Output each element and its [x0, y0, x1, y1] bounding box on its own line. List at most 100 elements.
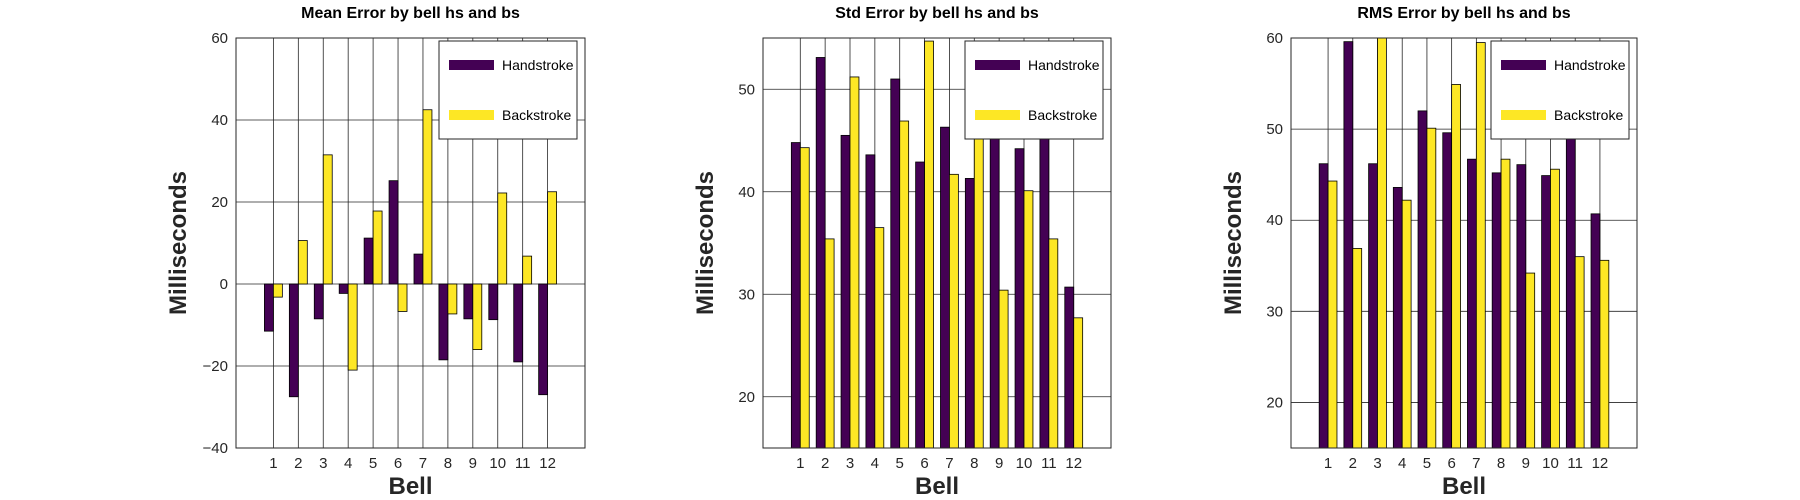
x-tick-label: 9 — [1522, 455, 1530, 472]
backstroke-bar — [1327, 180, 1338, 449]
x-axis-label: Bell — [1442, 473, 1486, 500]
y-tick-label: 30 — [738, 286, 755, 303]
backstroke-bar — [899, 120, 910, 449]
y-tick-label: 20 — [1266, 394, 1283, 411]
x-tick-label: 8 — [970, 455, 978, 472]
backstroke-bar — [322, 154, 333, 285]
backstroke-bar — [973, 127, 984, 449]
backstroke-bar — [998, 289, 1009, 449]
y-tick-label: 60 — [211, 30, 228, 47]
x-tick-label: 6 — [1447, 455, 1455, 472]
handstroke-bar — [538, 283, 549, 396]
handstroke-bar — [413, 253, 424, 285]
legend-label: Handstroke — [502, 57, 574, 73]
handstroke-bar — [1590, 213, 1601, 449]
handstroke-bar — [1491, 172, 1502, 449]
x-tick-label: 1 — [796, 455, 804, 472]
backstroke-bar — [799, 147, 810, 449]
handstroke-bar — [463, 283, 474, 320]
handstroke-bar — [940, 126, 950, 449]
y-tick-label: −40 — [203, 440, 228, 457]
y-tick-label: −20 — [203, 358, 228, 375]
legend-label: Handstroke — [1554, 57, 1626, 73]
x-tick-label: 10 — [1016, 455, 1033, 472]
x-tick-label: 1 — [269, 455, 277, 472]
legend-swatch — [975, 110, 1020, 120]
backstroke-bar — [849, 76, 860, 449]
x-tick-label: 11 — [1567, 455, 1583, 472]
handstroke-bar — [438, 283, 449, 361]
x-axis-label: Bell — [388, 473, 432, 500]
x-tick-label: 7 — [419, 455, 427, 472]
backstroke-bar — [1377, 37, 1387, 449]
handstroke-bar — [1392, 187, 1403, 449]
backstroke-bar — [1451, 84, 1461, 449]
backstroke-bar — [297, 240, 308, 285]
x-tick-label: 9 — [469, 455, 477, 472]
backstroke-bar — [1426, 127, 1437, 449]
chart-title: Std Error by bell hs and bs — [835, 5, 1039, 22]
handstroke-bar — [1343, 41, 1354, 449]
x-tick-label: 2 — [821, 455, 829, 472]
x-tick-label: 4 — [1398, 455, 1406, 472]
handstroke-bar — [1417, 110, 1428, 449]
handstroke-bar — [865, 154, 876, 449]
y-tick-label: 50 — [738, 81, 755, 98]
handstroke-bar — [1565, 128, 1576, 449]
backstroke-bar — [397, 283, 408, 312]
backstroke-bar — [1073, 317, 1084, 449]
x-tick-label: 10 — [489, 455, 506, 472]
x-tick-label: 7 — [945, 455, 953, 472]
x-axis-label: Bell — [915, 473, 959, 500]
legend-label: Backstroke — [502, 107, 571, 123]
handstroke-bar — [815, 57, 826, 449]
legend-swatch — [1501, 60, 1546, 70]
y-tick-label: 20 — [211, 194, 228, 211]
legend-box — [1490, 40, 1630, 140]
backstroke-bar — [447, 283, 458, 315]
legend-label: Backstroke — [1028, 107, 1097, 123]
handstroke-bar — [964, 178, 975, 449]
backstroke-bar — [472, 283, 483, 350]
x-tick-label: 4 — [871, 455, 879, 472]
backstroke-bar — [1525, 272, 1536, 449]
backstroke-bar — [1500, 158, 1511, 449]
x-tick-label: 3 — [319, 455, 327, 472]
legend-swatch — [449, 110, 494, 120]
handstroke-bar — [1368, 163, 1378, 449]
handstroke-bar — [890, 78, 901, 449]
y-tick-label: 30 — [1266, 303, 1283, 320]
handstroke-bar — [288, 283, 299, 398]
backstroke-bar — [1475, 42, 1486, 449]
y-tick-label: 0 — [220, 276, 228, 293]
legend-swatch — [975, 60, 1020, 70]
x-tick-label: 3 — [846, 455, 854, 472]
backstroke-bar — [924, 40, 934, 449]
y-tick-label: 20 — [738, 389, 755, 406]
backstroke-bar — [1023, 190, 1034, 449]
handstroke-bar — [989, 137, 1000, 449]
backstroke-bar — [824, 238, 835, 449]
backstroke-bar — [372, 210, 383, 285]
handstroke-bar — [488, 283, 499, 321]
handstroke-bar — [1541, 175, 1551, 449]
y-axis-label: Milliseconds — [1220, 171, 1247, 315]
handstroke-bar — [790, 142, 801, 449]
x-tick-label: 6 — [394, 455, 402, 472]
chart-title: Mean Error by bell hs and bs — [301, 5, 520, 22]
y-tick-label: 40 — [211, 112, 228, 129]
x-tick-label: 12 — [1592, 455, 1609, 472]
backstroke-bar — [1550, 168, 1560, 449]
x-tick-label: 2 — [294, 455, 302, 472]
backstroke-bar — [422, 109, 433, 285]
handstroke-bar — [388, 180, 399, 285]
handstroke-bar — [513, 283, 524, 363]
axes-box — [235, 37, 586, 449]
handstroke-bar — [363, 237, 374, 285]
y-axis-label: Milliseconds — [692, 171, 719, 315]
backstroke-bar — [497, 192, 508, 285]
x-tick-label: 11 — [515, 455, 531, 472]
chart-title: RMS Error by bell hs and bs — [1357, 5, 1570, 22]
legend-swatch — [449, 60, 494, 70]
handstroke-bar — [313, 283, 324, 320]
